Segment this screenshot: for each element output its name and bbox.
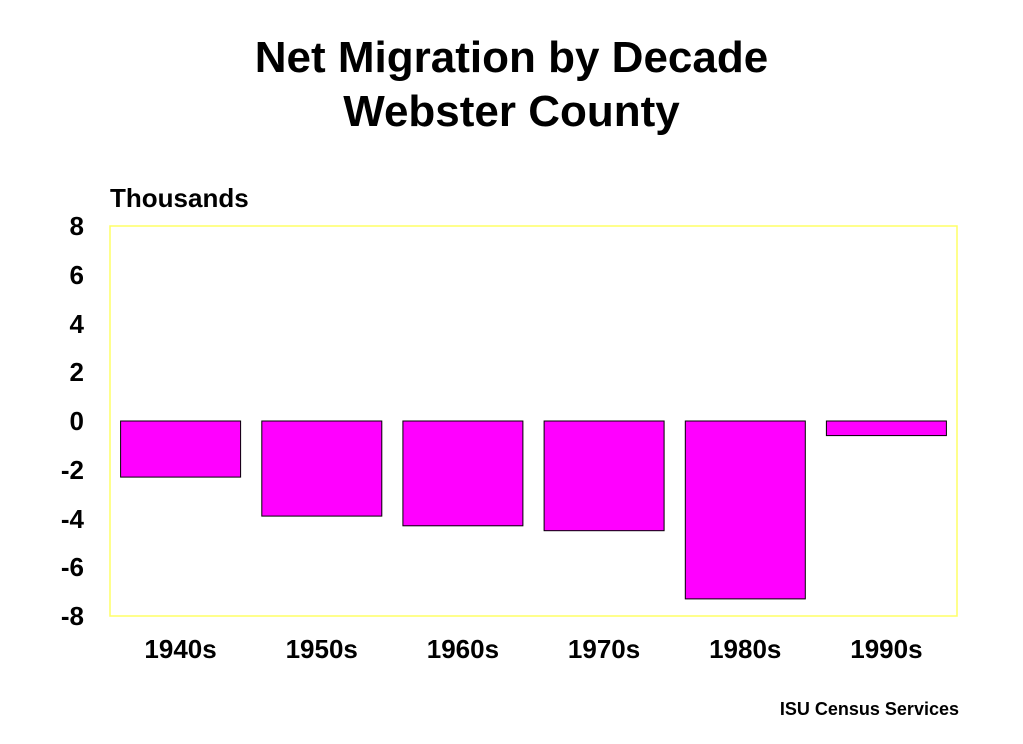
y-tick-label: -2 xyxy=(60,454,84,485)
y-tick-label: 8 xyxy=(69,211,84,241)
y-tick-label: -8 xyxy=(60,601,84,631)
source-credit: ISU Census Services xyxy=(779,699,959,719)
bars xyxy=(120,420,947,600)
y-tick-label: -6 xyxy=(60,552,84,583)
y-tick-label: 6 xyxy=(69,259,84,290)
y-tick-label: 0 xyxy=(69,406,84,436)
y-tick-label: -4 xyxy=(60,503,84,534)
chart-title: Net Migration by Decade xyxy=(254,33,769,82)
bar-1950s xyxy=(261,420,383,517)
bar-1940s xyxy=(120,420,242,478)
x-tick-label: 1980s xyxy=(709,634,782,664)
bar-1990s xyxy=(825,420,947,437)
bar-1980s xyxy=(684,420,806,600)
y-axis-label: Thousands xyxy=(110,183,249,213)
chart-subtitle: Webster County xyxy=(343,87,680,136)
bar-1960s xyxy=(402,420,524,527)
x-tick-label: 1960s xyxy=(426,634,500,664)
x-tick-label: 1940s xyxy=(144,634,217,664)
x-tick-label: 1950s xyxy=(285,634,358,664)
y-tick-label: 4 xyxy=(69,308,84,339)
plot-area xyxy=(109,225,958,617)
y-tick-label: 2 xyxy=(69,357,84,388)
bar-1970s xyxy=(543,420,665,532)
x-tick-label: 1970s xyxy=(567,634,641,664)
x-tick-label: 1990s xyxy=(850,634,923,664)
